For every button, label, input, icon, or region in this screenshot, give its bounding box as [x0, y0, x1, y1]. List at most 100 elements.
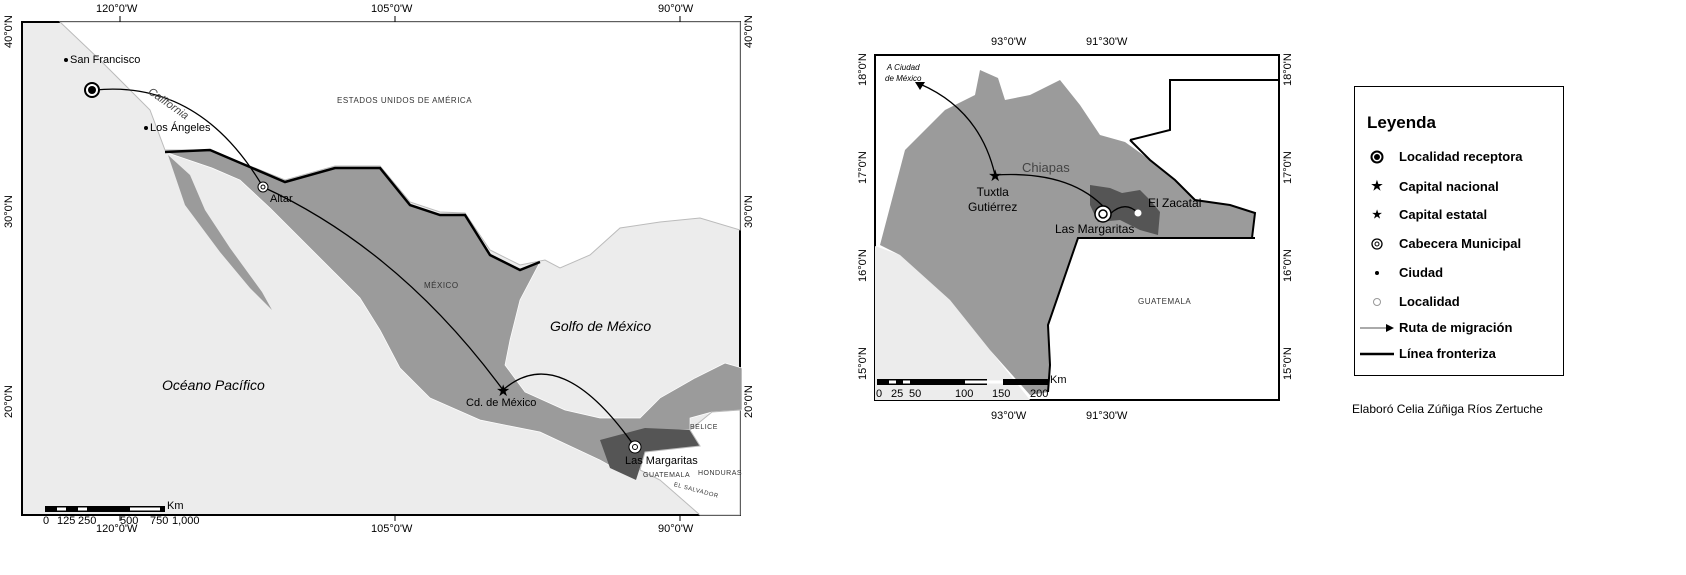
- label-golfo: Golfo de México: [550, 318, 652, 334]
- lat-tick: 17°0'N: [1282, 151, 1294, 184]
- lon-tick: 105°0'W: [371, 523, 413, 535]
- label-los-angeles: Los Ángeles: [150, 122, 211, 134]
- legend-label: Localidad: [1399, 294, 1460, 309]
- scale-label: 150: [992, 388, 1011, 400]
- label-pacifico: Océano Pacífico: [162, 377, 265, 393]
- lat-tick: 15°0'N: [857, 347, 869, 380]
- map-right: ★: [874, 54, 1280, 401]
- legend-item: Ciudad: [1355, 265, 1443, 280]
- localidad-icon: [1355, 297, 1399, 307]
- label-las-margaritas: Las Margaritas: [625, 455, 698, 467]
- scale-label: 0: [43, 515, 50, 527]
- central-america: [639, 409, 741, 516]
- lon-tick: 90°0'W: [658, 523, 694, 535]
- label-tuxtla-line2: Gutiérrez: [968, 200, 1018, 214]
- border-line: [1046, 79, 1279, 393]
- label-san-francisco: San Francisco: [70, 54, 141, 66]
- arrow-icon: [1355, 323, 1399, 333]
- label-belice: BELICE: [690, 424, 718, 431]
- scale-label: 0: [876, 388, 883, 400]
- scale-label: 50: [909, 388, 922, 400]
- legend-item: Cabecera Municipal: [1355, 236, 1521, 251]
- ciudad-icon: [1355, 270, 1399, 276]
- legend-item: Línea fronteriza: [1355, 346, 1496, 361]
- scale-label: 250: [78, 515, 97, 527]
- scale-label: 25: [891, 388, 904, 400]
- label-las-margaritas: Las Margaritas: [1055, 222, 1135, 236]
- lon-tick: 90°0'W: [658, 3, 694, 15]
- ciudad-marker: [64, 58, 68, 62]
- legend-label: Línea fronteriza: [1399, 346, 1496, 361]
- ciudad-marker: [144, 126, 148, 130]
- legend-label: Localidad receptora: [1399, 149, 1523, 164]
- capital-estatal-icon: ★: [1372, 209, 1382, 221]
- scale-label: 500: [120, 515, 139, 527]
- legend-item: ★ Capital nacional: [1355, 178, 1499, 194]
- lon-tick: 120°0'W: [96, 523, 138, 535]
- label-altar: Altar: [270, 193, 293, 205]
- credit: Elaboró Celia Zúñiga Ríos Zertuche: [1352, 402, 1543, 416]
- lat-tick: 15°0'N: [1282, 347, 1294, 380]
- chiapas-land: [880, 70, 1255, 395]
- chiapas-highlight: [600, 428, 700, 480]
- localidad-receptora-icon: [1355, 150, 1399, 164]
- label-mexico: MÉXICO: [424, 281, 459, 290]
- lat-tick: 16°0'N: [857, 249, 869, 282]
- cabecera-marker: [628, 440, 642, 454]
- legend-label: Capital estatal: [1399, 207, 1488, 222]
- lon-tick: 120°0'W: [96, 3, 138, 15]
- legend-item: Localidad: [1355, 294, 1460, 309]
- legend-item: Ruta de migración: [1355, 320, 1512, 335]
- lon-tick: 105°0'W: [371, 3, 413, 15]
- map-left: ★: [21, 16, 743, 521]
- legend-label: Ciudad: [1399, 265, 1444, 280]
- cabecera-marker: [1094, 205, 1112, 223]
- label-a-cdmx-line1: A Ciudad: [886, 63, 920, 72]
- baja-california: [168, 155, 272, 310]
- pacific-water: [875, 246, 1030, 400]
- capital-nacional-icon: ★: [1371, 178, 1383, 193]
- scale-label: 125: [57, 515, 76, 527]
- lat-tick: 16°0'N: [1282, 249, 1294, 282]
- label-honduras: HONDURAS: [698, 470, 743, 477]
- scale-label: 750: [150, 515, 169, 527]
- label-usa: ESTADOS UNIDOS DE AMÉRICA: [337, 96, 473, 105]
- lon-tick: 91°30'W: [1086, 36, 1128, 48]
- label-cdmx: Cd. de México: [466, 397, 537, 409]
- scale-label: 200: [1030, 388, 1049, 400]
- legend-title: Leyenda: [1367, 113, 1436, 132]
- legend: Leyenda Localidad receptora ★ Capital nac…: [1354, 86, 1564, 376]
- lon-tick: 91°30'W: [1086, 410, 1128, 422]
- capital-estatal-marker: ★: [988, 168, 1002, 185]
- legend-label: Ruta de migración: [1399, 320, 1513, 335]
- cabecera-marker: [257, 181, 269, 193]
- label-guatemala: GUATEMALA: [1138, 297, 1192, 306]
- lon-tick: 93°0'W: [991, 410, 1027, 422]
- cabecera-municipal-icon: [1355, 237, 1399, 250]
- lat-tick: 18°0'N: [1282, 53, 1294, 86]
- capital-nacional-marker: ★: [496, 383, 510, 400]
- migration-route-left: [94, 88, 636, 448]
- scale-unit: Km: [167, 500, 184, 512]
- label-el-zacatal: El Zacatal: [1148, 196, 1202, 210]
- label-tuxtla-line1: Tuxtla: [976, 185, 1009, 199]
- scale-label: 100: [955, 388, 974, 400]
- scale-unit: Km: [1050, 374, 1067, 386]
- legend-label: Capital nacional: [1399, 178, 1499, 194]
- label-chiapas: Chiapas: [1022, 160, 1070, 175]
- localidad-marker: [1134, 209, 1142, 217]
- las-margaritas-municipality: [1090, 185, 1160, 235]
- border-line-icon: [1355, 351, 1399, 357]
- border-line: [164, 148, 541, 272]
- lat-tick: 17°0'N: [857, 151, 869, 184]
- legend-item: Localidad receptora: [1355, 149, 1523, 164]
- label-tuxtla: Tuxtla Gutiérrez: [968, 185, 1017, 215]
- arrow-head: [915, 82, 925, 90]
- lat-tick: 18°0'N: [857, 53, 869, 86]
- migration-route-right: [919, 83, 1139, 215]
- label-guatemala: GUATEMALA: [643, 472, 691, 479]
- legend-label: Cabecera Municipal: [1399, 236, 1522, 251]
- legend-item: ★ Capital estatal: [1355, 207, 1487, 222]
- scale-label: 1,000: [172, 515, 200, 527]
- lon-tick: 93°0'W: [991, 36, 1027, 48]
